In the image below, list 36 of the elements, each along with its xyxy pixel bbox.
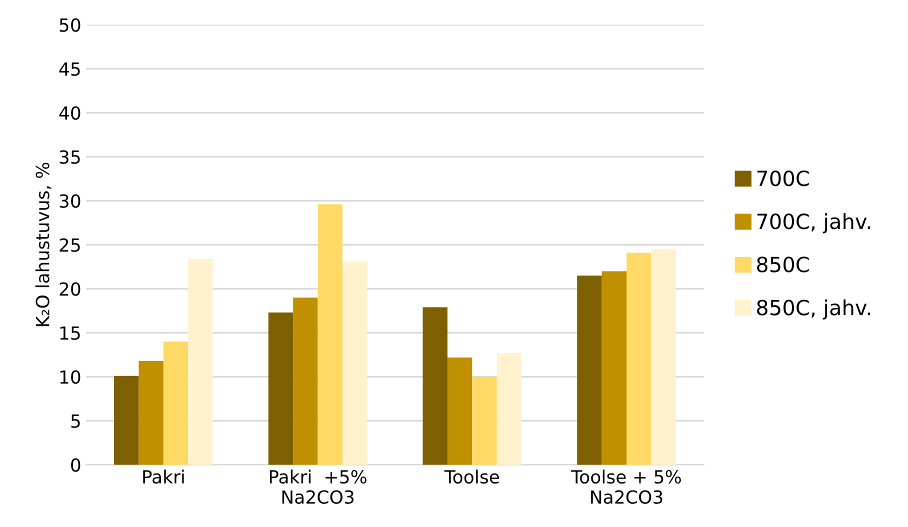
x-tick-label: Pakri xyxy=(143,470,184,484)
bar xyxy=(577,276,602,465)
bar xyxy=(114,376,139,465)
bar xyxy=(268,312,294,465)
y-tick-label: 35 xyxy=(60,150,80,164)
x-tick-label: Toolse xyxy=(444,470,499,484)
y-tick-label: 10 xyxy=(60,370,80,384)
bar xyxy=(318,204,342,465)
bar xyxy=(626,252,652,465)
y-tick-label: 50 xyxy=(60,18,80,32)
bar xyxy=(496,353,522,465)
legend-label: 700C, jahv. xyxy=(757,213,870,234)
bar xyxy=(138,360,164,465)
y-axis-title: K₂O lahustuvus, % xyxy=(35,162,52,326)
legend-label: 850C, jahv. xyxy=(757,299,870,320)
y-tick-label: 20 xyxy=(60,282,80,296)
y-tick-label: 5 xyxy=(71,414,80,428)
bar xyxy=(447,357,472,465)
y-tick-label: 30 xyxy=(60,194,80,208)
x-tick-label: Pakri +5% Na2CO3 xyxy=(270,470,366,504)
x-tick-label: Toolse + 5% Na2CO3 xyxy=(571,470,681,504)
bar xyxy=(342,262,368,465)
y-tick-label: 25 xyxy=(60,238,80,252)
legend-label: 700C xyxy=(757,170,809,186)
bar xyxy=(651,249,676,465)
bar xyxy=(602,271,627,465)
y-tick-label: 0 xyxy=(71,458,80,472)
bar xyxy=(472,376,497,465)
y-tick-label: 45 xyxy=(59,62,80,76)
bar xyxy=(293,298,318,465)
y-tick-label: 15 xyxy=(60,326,80,340)
bar xyxy=(163,342,188,465)
y-tick-label: 40 xyxy=(59,106,80,120)
bar xyxy=(188,258,213,465)
legend-label: 850C xyxy=(757,256,809,272)
bar xyxy=(422,307,448,465)
